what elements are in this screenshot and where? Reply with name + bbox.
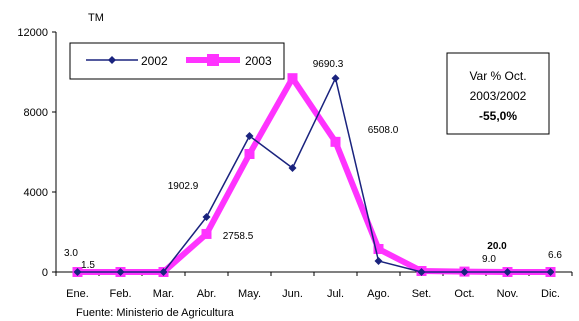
point-2003 — [244, 149, 255, 159]
point-2002 — [73, 268, 82, 276]
point-2003 — [287, 73, 298, 84]
data-label: 3.0 — [64, 248, 78, 259]
source-note: Fuente: Ministerio de Agricultura — [76, 307, 235, 319]
x-tick-label: Set. — [412, 288, 432, 300]
data-label: 9.0 — [482, 254, 496, 265]
legend-marker-2002 — [108, 56, 116, 64]
unit-label: TM — [88, 12, 104, 24]
point-2002 — [331, 74, 340, 83]
annotation-line-1: Var % Oct. — [469, 69, 526, 83]
point-2002 — [374, 257, 383, 265]
point-2002 — [116, 268, 125, 276]
annotation-box — [446, 52, 550, 135]
legend-box — [69, 42, 285, 80]
x-tick-label: Ago. — [367, 288, 390, 300]
y-tick-label: 0 — [42, 267, 48, 279]
point-2002 — [159, 268, 168, 276]
x-tick-label: Feb. — [109, 288, 131, 300]
data-label: 9690.3 — [313, 59, 344, 70]
data-label: 6.6 — [548, 250, 562, 261]
data-label: 1902.9 — [168, 181, 199, 192]
point-2002 — [503, 268, 512, 276]
data-label: 1.5 — [81, 260, 95, 271]
point-2003 — [330, 136, 341, 147]
legend-marker-2003 — [207, 54, 219, 66]
x-tick-label: Mar. — [153, 288, 174, 300]
x-tick-label: Jun. — [282, 288, 303, 300]
point-2002 — [245, 132, 254, 140]
point-2003 — [373, 244, 384, 254]
data-label: 20.0 — [487, 241, 507, 252]
legend: 2002 2003 — [69, 42, 285, 80]
point-2002 — [546, 268, 555, 276]
legend-label-2002: 2002 — [141, 54, 168, 68]
x-tick-label: Jul. — [327, 288, 344, 300]
point-2002 — [417, 268, 426, 276]
x-tick-label: May. — [238, 288, 261, 300]
data-label: 2758.5 — [223, 231, 254, 242]
data-labels: 3.01.5 1902.9 2758.5 9690.3 6508.0 20.0 9.0 6.6 — [64, 59, 562, 271]
variation-annotation: Var % Oct. 2003/2002 -55,0% — [446, 52, 550, 135]
legend-label-2003: 2003 — [245, 54, 272, 68]
x-tick-label: Ene. — [66, 288, 89, 300]
annotation-line-3: -55,0% — [479, 109, 517, 123]
y-tick-label: 8000 — [24, 107, 48, 119]
x-tick-label: Dic. — [541, 288, 560, 300]
point-2002 — [202, 213, 211, 221]
y-tick-label: 12000 — [17, 27, 48, 39]
point-2003 — [201, 228, 212, 239]
point-2002 — [460, 268, 469, 276]
data-label: 6508.0 — [368, 125, 399, 136]
series-layer — [72, 73, 556, 277]
x-ticks: Ene. Feb. Mar. Abr. May. Jun. Jul. Ago. Set. Oct.… — [55, 272, 573, 300]
x-tick-label: Oct. — [454, 288, 474, 300]
series-line-2002 — [77, 77, 551, 273]
point-2002 — [288, 164, 297, 172]
y-tick-label: 4000 — [24, 187, 48, 199]
y-ticks: 0 4000 8000 12000 — [17, 27, 56, 279]
annotation-line-2: 2003/2002 — [470, 89, 527, 103]
x-tick-label: Abr. — [197, 288, 217, 300]
x-tick-label: Nov. — [497, 288, 519, 300]
